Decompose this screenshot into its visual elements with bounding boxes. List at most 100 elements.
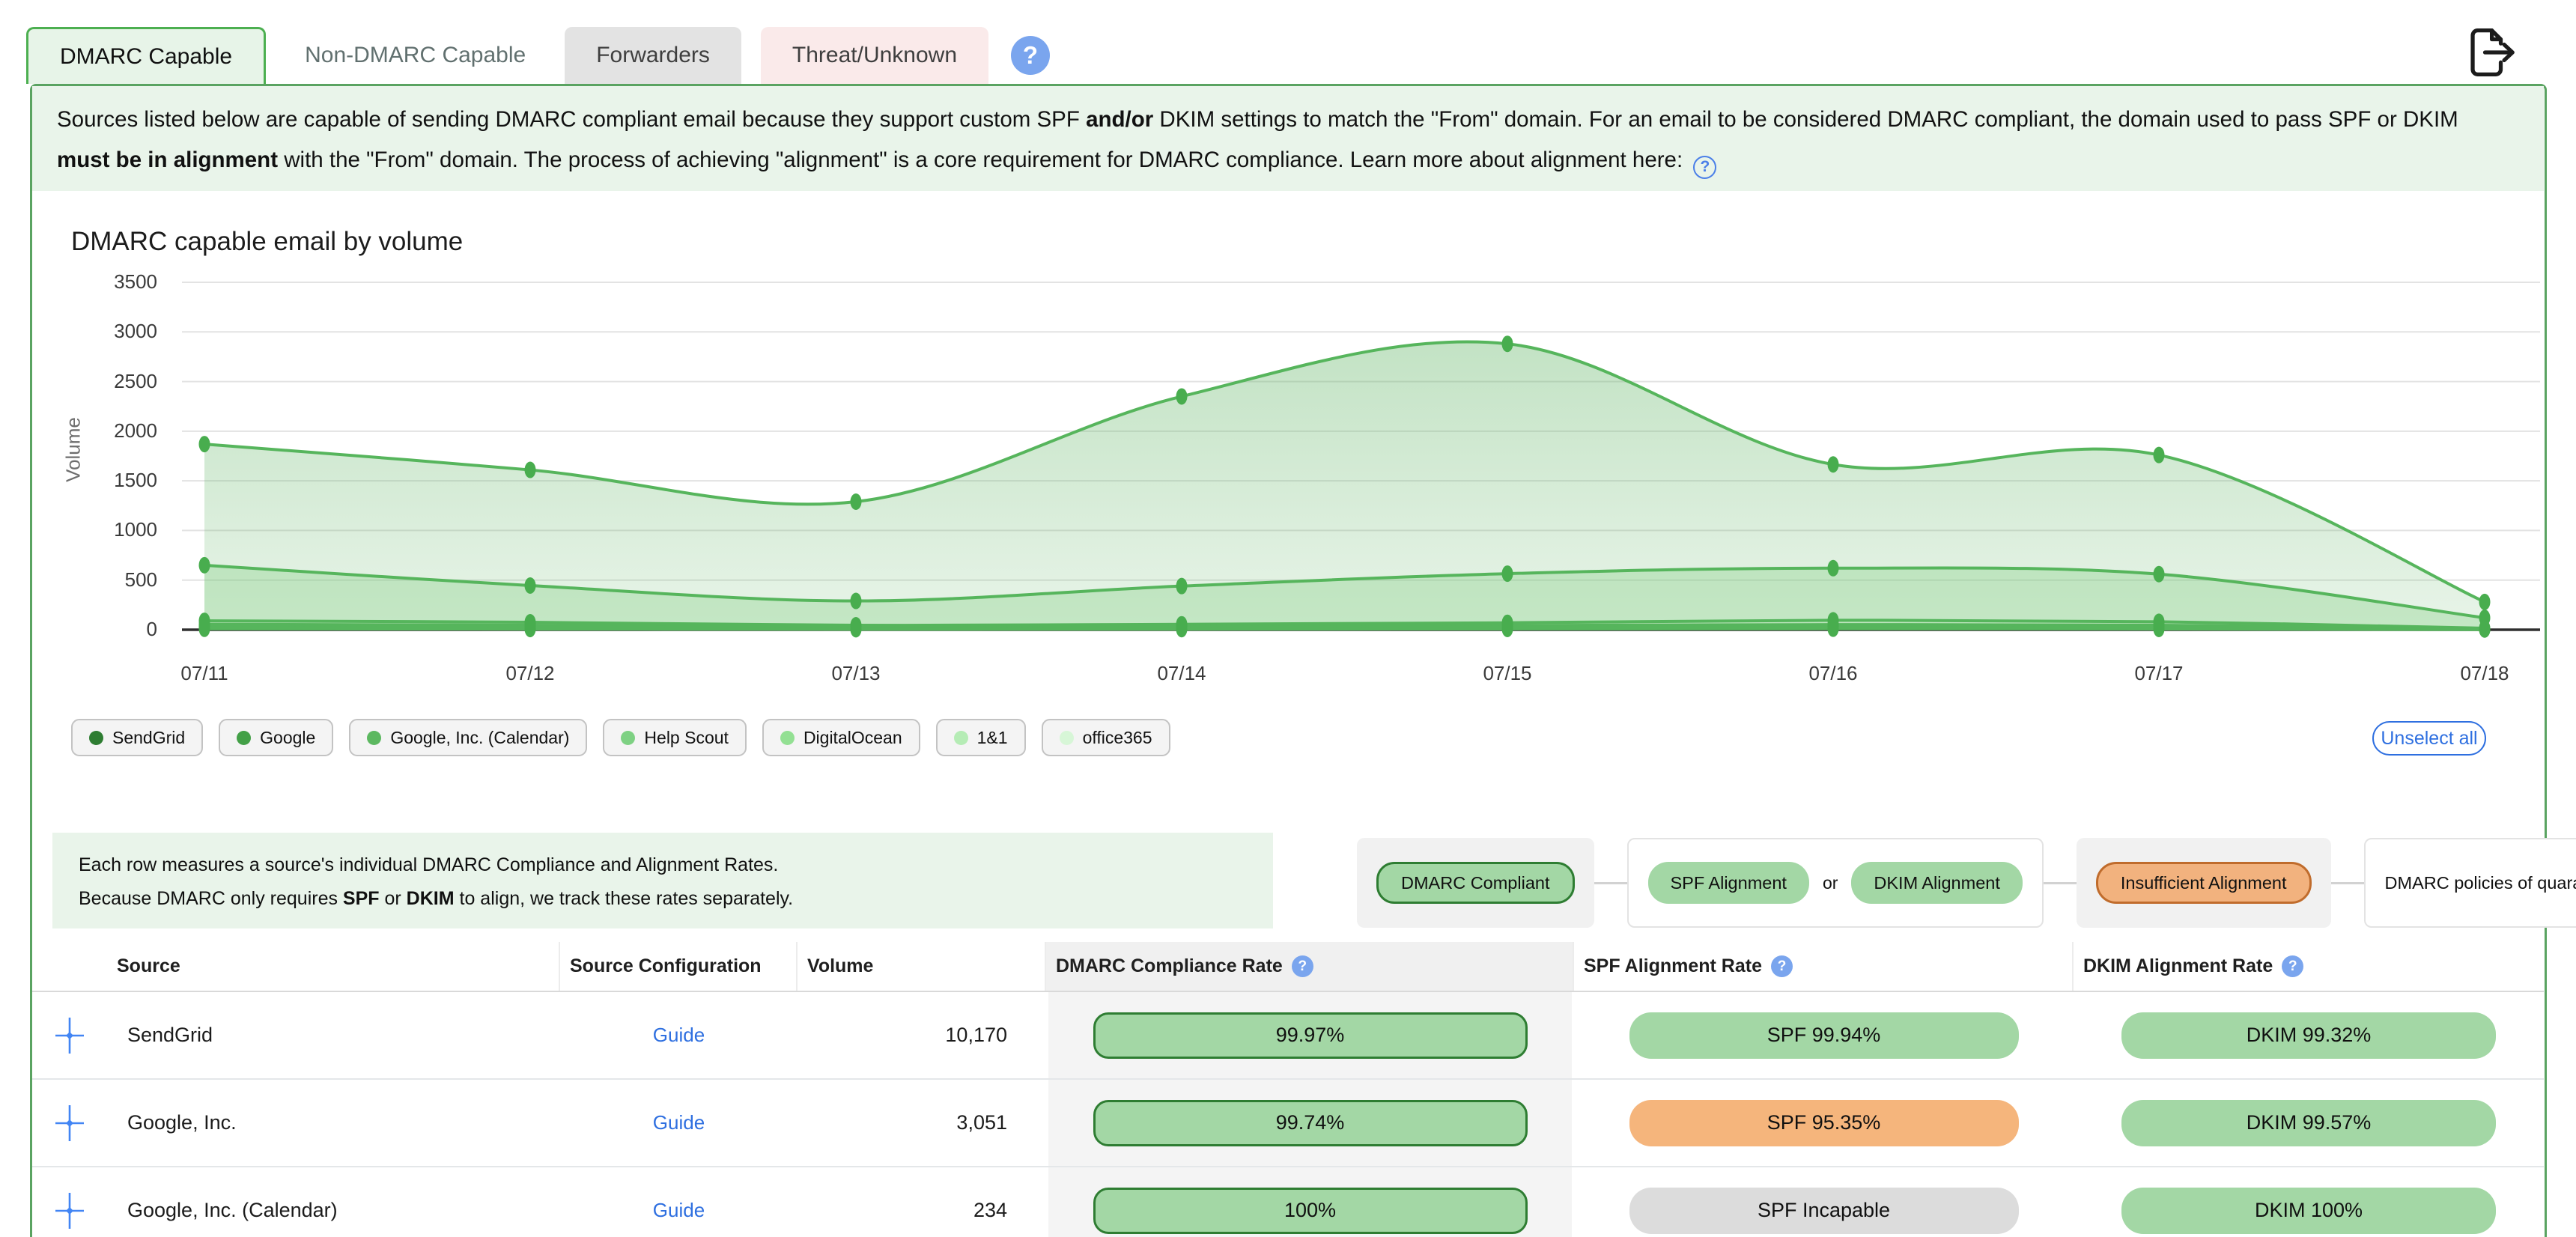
dmarc-compliant-pill: DMARC Compliant xyxy=(1376,862,1575,904)
dmarc-compliance-badge: 100% xyxy=(1093,1187,1528,1234)
table-row: SendGrid Guide 10,170 99.97% SPF 99.94% … xyxy=(32,992,2544,1080)
y-axis-label: Volume xyxy=(61,417,85,482)
alignment-legend: SPF Alignment or DKIM Alignment xyxy=(1626,838,2044,928)
insufficient-alignment-pill: Insufficient Alignment xyxy=(2095,862,2312,904)
alignment-help-icon[interactable]: ? xyxy=(1693,155,1717,179)
legend-chip-label: DigitalOcean xyxy=(803,727,902,747)
guide-link[interactable]: Guide xyxy=(652,1111,705,1134)
table-note-line2: Because DMARC only requires SPF or DKIM … xyxy=(79,888,794,909)
tab-dmarc-capable[interactable]: DMARC Capable xyxy=(26,27,267,84)
table-row: Google, Inc. Guide 3,051 99.74% SPF 95.3… xyxy=(32,1080,2544,1167)
legend-dot xyxy=(237,730,252,745)
table-body: SendGrid Guide 10,170 99.97% SPF 99.94% … xyxy=(32,992,2544,1237)
tab-non-dmarc-capable[interactable]: Non-DMARC Capable xyxy=(305,43,526,67)
x-tick: 07/17 xyxy=(2134,662,2184,684)
dkim-rate-badge: DKIM 100% xyxy=(2121,1187,2496,1234)
dkim-rate-badge: DKIM 99.32% xyxy=(2121,1012,2496,1059)
guide-link[interactable]: Guide xyxy=(652,1199,705,1221)
description-text: Sources listed below are capable of send… xyxy=(32,86,2544,191)
spf-help-icon[interactable]: ? xyxy=(1771,955,1793,977)
legend-chip-help-scout[interactable]: Help Scout xyxy=(603,719,747,756)
guide-link[interactable]: Guide xyxy=(652,1024,705,1046)
legend-connector xyxy=(2043,881,2077,884)
legend-connector xyxy=(1594,881,1627,884)
dmarc-compliant-legend: DMARC Compliant xyxy=(1357,838,1594,928)
rate-legend: DMARC Compliant SPF Alignment or DKIM Al… xyxy=(1357,837,2576,928)
expand-plus-icon[interactable] xyxy=(52,1190,87,1232)
sources-table: Source Source Configuration Volume DMARC… xyxy=(32,942,2544,1237)
expand-plus-icon[interactable] xyxy=(52,1015,87,1057)
legend-dot xyxy=(89,730,103,745)
x-tick: 07/18 xyxy=(2460,662,2509,684)
impact-note: DMARC policies of quarantine or reject w… xyxy=(2384,872,2576,893)
dkim-rate-badge: DKIM 99.57% xyxy=(2121,1099,2496,1146)
x-tick: 07/12 xyxy=(505,662,555,684)
source-column-header: Source xyxy=(107,942,560,991)
legend-chip-digitalocean[interactable]: DigitalOcean xyxy=(762,719,920,756)
impact-note-box: DMARC policies of quarantine or reject w… xyxy=(2363,838,2576,928)
volume-value: 10,170 xyxy=(945,1024,1007,1046)
legend-chip-sendgrid[interactable]: SendGrid xyxy=(71,719,204,756)
legend-chip-google[interactable]: Google xyxy=(219,719,334,756)
volume-column-header: Volume xyxy=(798,942,1046,991)
dmarc-column-header: DMARC Compliance Rate ? xyxy=(1046,942,1574,991)
legend-dot xyxy=(1059,730,1074,745)
y-tick: 1500 xyxy=(114,469,157,492)
y-tick: 0 xyxy=(146,618,157,640)
y-tick: 1000 xyxy=(114,518,157,541)
or-label: or xyxy=(1822,872,1838,893)
source-name: Google, Inc. (Calendar) xyxy=(127,1199,338,1221)
tabs-help-icon[interactable]: ? xyxy=(1011,36,1051,75)
dkim-help-icon[interactable]: ? xyxy=(2282,955,2304,977)
table-row: Google, Inc. (Calendar) Guide 234 100% S… xyxy=(32,1167,2544,1237)
table-note: Each row measures a source's individual … xyxy=(52,833,1273,928)
source-name: Google, Inc. xyxy=(127,1111,237,1134)
y-tick: 2000 xyxy=(114,419,157,442)
legend-chip-office365[interactable]: office365 xyxy=(1041,719,1170,756)
legend-chip-label: 1&1 xyxy=(976,727,1008,747)
spf-column-label: SPF Alignment Rate xyxy=(1584,955,1762,976)
table-note-line1: Each row measures a source's individual … xyxy=(79,854,779,875)
volume-value: 3,051 xyxy=(956,1111,1007,1134)
config-column-header: Source Configuration xyxy=(560,942,798,991)
y-tick: 500 xyxy=(124,568,157,591)
x-tick: 07/11 xyxy=(180,662,228,684)
y-tick: 3000 xyxy=(114,320,157,343)
dmarc-compliance-badge: 99.74% xyxy=(1093,1099,1528,1146)
table-header: Source Source Configuration Volume DMARC… xyxy=(32,942,2544,992)
x-tick: 07/16 xyxy=(1808,662,1858,684)
legend-chip-label: Google xyxy=(260,727,316,747)
expander-column-header xyxy=(32,942,107,991)
legend-dot xyxy=(780,730,795,745)
legend-dot xyxy=(367,730,382,745)
unselect-all-button[interactable]: Unselect all xyxy=(2372,721,2486,756)
legend-dot xyxy=(621,730,636,745)
spf-rate-badge: SPF Incapable xyxy=(1629,1187,2019,1234)
legend-chip-1-1[interactable]: 1&1 xyxy=(935,719,1026,756)
volume-value: 234 xyxy=(973,1199,1007,1221)
legend-dot xyxy=(953,730,968,745)
tab-threat-unknown[interactable]: Threat/Unknown xyxy=(760,27,989,84)
chart-title: DMARC capable email by volume xyxy=(71,227,464,256)
tab-bar: DMARC Capable Non-DMARC Capable Forwarders… xyxy=(26,27,1051,84)
legend-chip-label: Google, Inc. (Calendar) xyxy=(390,727,570,747)
y-tick: 2500 xyxy=(114,369,157,392)
x-tick: 07/14 xyxy=(1157,662,1206,684)
legend-chip-google-inc-calendar[interactable]: Google, Inc. (Calendar) xyxy=(349,719,588,756)
chart-legend: SendGrid Google Google, Inc. (Calendar) Hel… xyxy=(71,719,1170,756)
dkim-alignment-pill: DKIM Alignment xyxy=(1851,862,2023,904)
legend-connector xyxy=(2330,881,2364,884)
spf-rate-badge: SPF 95.35% xyxy=(1629,1099,2019,1146)
dkim-column-header: DKIM Alignment Rate ? xyxy=(2074,942,2544,991)
expand-plus-icon[interactable] xyxy=(52,1102,87,1144)
expand-row-cell xyxy=(32,1080,107,1166)
dmarc-help-icon[interactable]: ? xyxy=(1291,955,1313,977)
legend-chip-label: Help Scout xyxy=(644,727,729,747)
spf-alignment-pill: SPF Alignment xyxy=(1647,862,1809,904)
tab-forwarders[interactable]: Forwarders xyxy=(565,27,741,84)
x-tick: 07/13 xyxy=(831,662,881,684)
export-icon[interactable] xyxy=(2456,19,2519,85)
insufficient-alignment-legend: Insufficient Alignment xyxy=(2076,838,2331,928)
expand-row-cell xyxy=(32,1167,107,1237)
y-tick: 3500 xyxy=(114,270,157,293)
